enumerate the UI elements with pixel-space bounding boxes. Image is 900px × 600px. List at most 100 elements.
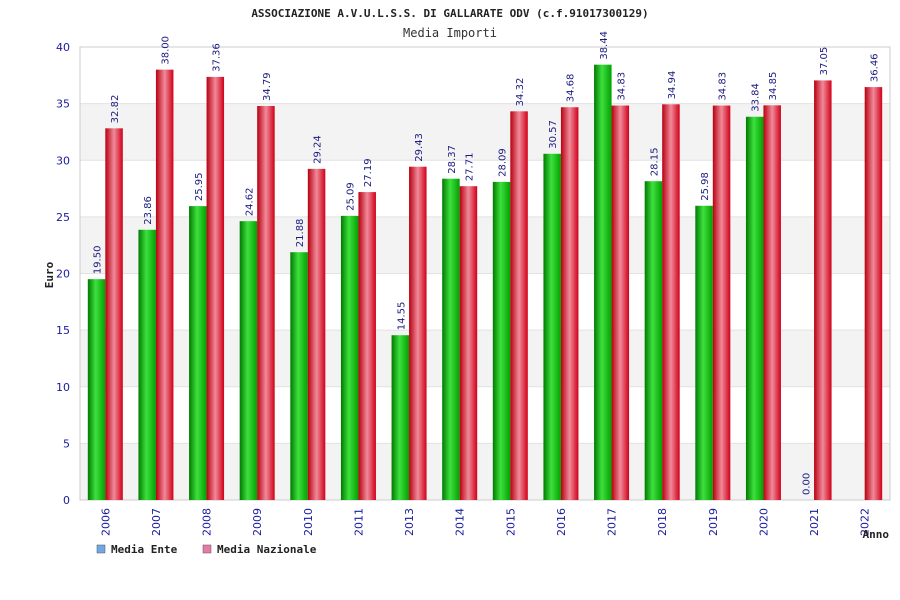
data-label: 34.85	[768, 72, 779, 101]
data-label: 34.32	[515, 78, 526, 107]
bar-media-nazionale-2006	[105, 128, 123, 500]
bar-media-ente-2011	[340, 215, 359, 500]
bar-media-nazionale-2016	[560, 107, 579, 501]
x-tick-label: 2007	[150, 508, 163, 536]
chart-subtitle: Media Importi	[403, 26, 497, 40]
chart-title: ASSOCIAZIONE A.V.U.L.S.S. DI GALLARATE O…	[251, 7, 648, 20]
data-label: 36.46	[869, 53, 880, 82]
x-axis-ticks: 2006 2007 2008 2009 2010 2011 2013 2014 2015 2016…	[99, 508, 871, 536]
x-tick-label: 2017	[606, 508, 619, 536]
bar-media-nazionale-2022	[864, 87, 883, 500]
y-tick-label: 35	[56, 98, 70, 111]
data-label: 37.05	[819, 47, 830, 76]
bar-media-nazionale-2021	[814, 80, 832, 500]
y-tick-label: 10	[56, 381, 70, 394]
legend-swatch	[96, 544, 106, 554]
data-label: 23.86	[143, 196, 154, 225]
x-axis-title: Anno	[863, 528, 890, 541]
data-labels: 19.50 32.82 23.86 38.00 25.95 37.36 24.62 34.79…	[93, 31, 881, 495]
data-label: 38.00	[161, 36, 172, 65]
x-tick-label: 2013	[403, 508, 416, 536]
data-label: 24.62	[244, 188, 255, 217]
bar-media-nazionale-2011	[358, 192, 376, 501]
bar-media-nazionale-2017	[611, 105, 630, 501]
bar-media-nazionale-2020	[763, 105, 781, 500]
bar-media-ente-2018	[644, 181, 663, 501]
x-tick-label: 2006	[99, 508, 112, 536]
bars	[87, 64, 883, 501]
data-label: 25.95	[194, 172, 205, 201]
data-label: 14.55	[396, 302, 407, 331]
y-tick-label: 15	[56, 324, 70, 337]
bar-media-nazionale-2014	[459, 186, 478, 500]
bar-media-ente-2010	[290, 252, 308, 500]
y-tick-label: 20	[56, 268, 70, 281]
bar-media-nazionale-2008	[206, 76, 225, 500]
bar-media-ente-2014	[442, 178, 460, 500]
legend-label: Media Ente	[111, 543, 178, 556]
bar-media-nazionale-2013	[409, 166, 427, 500]
bar-media-nazionale-2018	[662, 104, 680, 500]
x-tick-label: 2022	[859, 508, 872, 536]
legend: Media Ente Media Nazionale	[96, 543, 317, 556]
data-label: 33.84	[751, 83, 762, 112]
x-tick-label: 2015	[504, 508, 517, 536]
bar-media-nazionale-2007	[155, 69, 174, 501]
legend-swatch	[202, 544, 212, 554]
bar-media-ente-2020	[745, 116, 764, 501]
data-label: 37.36	[211, 43, 222, 72]
data-label: 32.82	[110, 95, 121, 124]
plot-border	[79, 46, 891, 501]
bar-media-ente-2015	[492, 181, 511, 501]
x-tick-label: 2021	[808, 508, 821, 536]
data-label: 34.79	[262, 72, 273, 101]
x-tick-label: 2009	[251, 508, 264, 536]
data-label: 29.43	[414, 133, 425, 162]
y-axis-title: Euro	[43, 261, 56, 288]
data-label: 34.83	[616, 72, 627, 101]
y-tick-label: 30	[56, 154, 70, 167]
data-label: 25.98	[700, 172, 711, 201]
data-label: 29.24	[313, 135, 324, 164]
bar-media-ente-2008	[189, 206, 207, 500]
data-label: 34.83	[718, 72, 729, 101]
x-tick-label: 2014	[454, 508, 467, 536]
x-tick-label: 2020	[757, 508, 770, 536]
data-label: 34.94	[667, 71, 678, 100]
bar-media-ente-2006	[87, 279, 106, 500]
y-tick-label: 0	[63, 494, 70, 507]
data-label: 21.88	[295, 219, 306, 248]
data-label: 38.44	[599, 31, 610, 60]
data-label: 25.09	[346, 182, 357, 211]
bar-media-nazionale-2015	[510, 111, 528, 501]
data-label: 28.37	[447, 145, 458, 174]
bar-media-ente-2013	[391, 335, 410, 500]
data-label: 0.00	[801, 473, 812, 495]
y-tick-label: 40	[56, 41, 70, 54]
x-tick-label: 2019	[707, 508, 720, 536]
data-label: 28.15	[649, 148, 660, 177]
bar-media-ente-2017	[594, 64, 612, 501]
data-label: 27.19	[363, 158, 374, 187]
y-tick-label: 5	[63, 437, 70, 450]
data-label: 34.68	[566, 74, 577, 103]
bar-media-ente-2009	[239, 221, 258, 500]
bar-media-ente-2007	[138, 229, 156, 500]
data-label: 30.57	[548, 120, 559, 149]
x-tick-label: 2016	[555, 508, 568, 536]
bar-media-ente-2016	[543, 153, 561, 501]
data-label: 19.50	[93, 246, 104, 275]
bar-media-ente-2019	[695, 205, 713, 501]
legend-label: Media Nazionale	[217, 543, 317, 556]
x-tick-label: 2008	[201, 508, 214, 536]
x-tick-label: 2010	[302, 508, 315, 536]
y-axis-ticks: 0 5 10 15 20 25 30 35 40	[56, 41, 70, 507]
x-tick-label: 2018	[656, 508, 669, 536]
bar-media-nazionale-2019	[712, 105, 731, 501]
bar-media-nazionale-2009	[257, 106, 275, 501]
x-tick-label: 2011	[352, 508, 365, 536]
y-tick-label: 25	[56, 211, 70, 224]
bar-media-nazionale-2010	[307, 168, 326, 500]
data-label: 28.09	[498, 148, 509, 177]
